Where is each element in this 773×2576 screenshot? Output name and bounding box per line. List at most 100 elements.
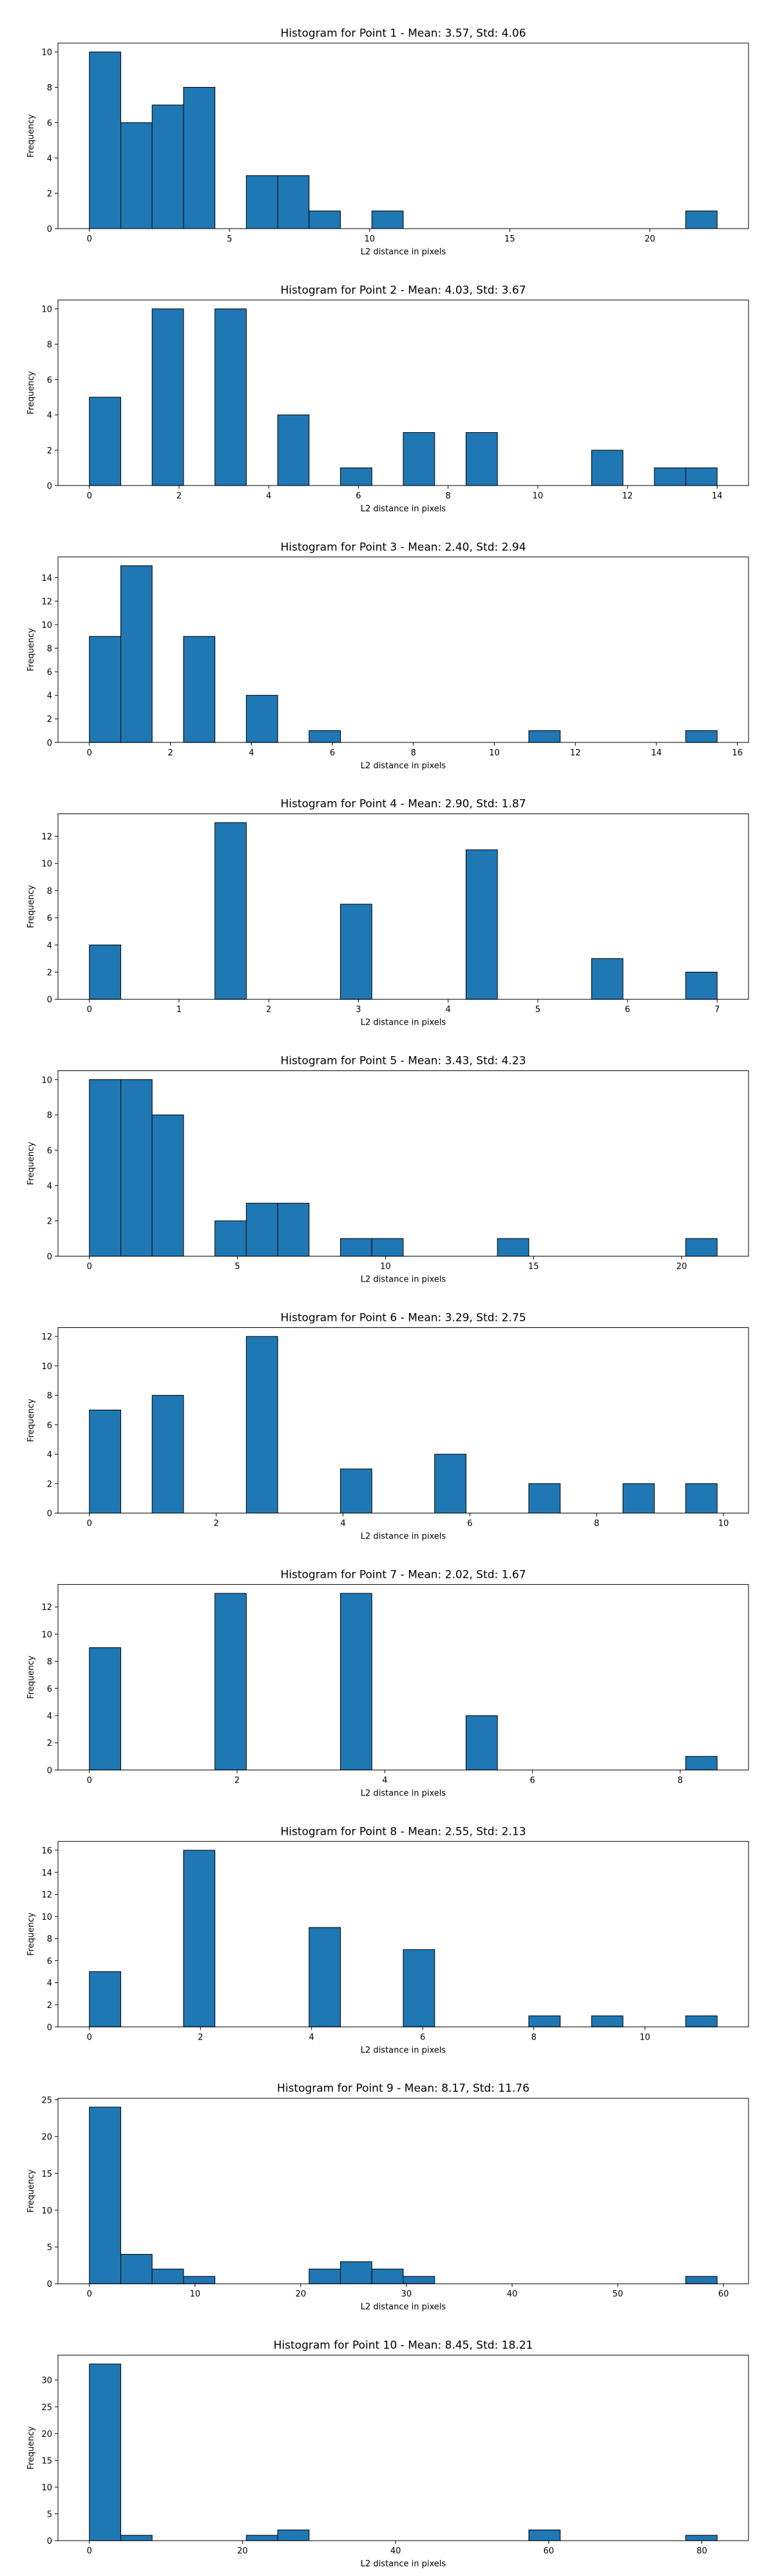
bar xyxy=(215,308,247,486)
y-tick-label: 10 xyxy=(41,1362,52,1372)
y-tick-label: 6 xyxy=(47,1685,52,1694)
bar xyxy=(89,397,121,486)
bar xyxy=(685,972,718,1000)
y-tick-label: 12 xyxy=(41,1332,52,1342)
y-tick-label: 5 xyxy=(47,2243,52,2253)
y-tick-label: 14 xyxy=(41,1868,52,1878)
bar xyxy=(120,2535,153,2541)
axes-frame xyxy=(57,1327,749,1513)
axes-frame xyxy=(57,1070,749,1257)
y-tick-label: 4 xyxy=(47,1182,52,1191)
bar xyxy=(309,211,341,229)
y-tick-label: 8 xyxy=(47,1658,52,1667)
bar xyxy=(465,849,498,1000)
subplot: Histogram for Point 1 - Mean: 3.57, Std:… xyxy=(26,27,749,257)
bar xyxy=(403,1949,435,2027)
x-axis-label: L2 distance in pixels xyxy=(361,1275,446,1285)
y-tick-label: 2 xyxy=(47,1480,52,1490)
bar xyxy=(497,1238,530,1257)
y-axis-label: Frequency xyxy=(26,114,36,157)
x-tick-label: 6 xyxy=(330,748,335,758)
y-tick-label: 0 xyxy=(47,1766,52,1776)
bar xyxy=(151,2268,184,2284)
chart-title: Histogram for Point 4 - Mean: 2.90, Std:… xyxy=(280,798,526,811)
subplot: Histogram for Point 6 - Mean: 3.29, Std:… xyxy=(26,1312,749,1542)
bar xyxy=(528,2529,561,2541)
y-tick-label: 2 xyxy=(47,969,52,978)
bar xyxy=(245,695,278,743)
y-tick-label: 2 xyxy=(47,2001,52,2011)
x-tick-label: 2 xyxy=(266,1005,271,1015)
y-tick-label: 0 xyxy=(47,739,52,748)
bar xyxy=(309,730,341,743)
y-tick-label: 0 xyxy=(47,482,52,491)
y-axis-label: Frequency xyxy=(26,1912,36,1955)
x-axis-label: L2 distance in pixels xyxy=(361,1018,446,1028)
y-tick-label: 16 xyxy=(41,1846,52,1856)
y-tick-label: 6 xyxy=(47,118,52,128)
chart-title: Histogram for Point 6 - Mean: 3.29, Std:… xyxy=(280,1312,526,1325)
x-tick-label: 5 xyxy=(535,1005,540,1015)
chart-title: Histogram for Point 9 - Mean: 8.17, Std:… xyxy=(277,2082,530,2095)
x-tick-label: 0 xyxy=(87,2546,92,2556)
subplot: Histogram for Point 5 - Mean: 3.43, Std:… xyxy=(26,1055,749,1285)
subplot: Histogram for Point 8 - Mean: 2.55, Std:… xyxy=(26,1825,749,2055)
y-tick-label: 0 xyxy=(47,2023,52,2032)
bar xyxy=(215,1593,247,1770)
x-tick-label: 4 xyxy=(445,1005,450,1015)
x-tick-label: 4 xyxy=(340,1519,345,1529)
x-tick-label: 2 xyxy=(167,748,173,758)
subplot: Histogram for Point 10 - Mean: 8.45, Std… xyxy=(26,2339,749,2569)
bar xyxy=(151,104,184,229)
y-tick-label: 8 xyxy=(47,1392,52,1401)
bar xyxy=(89,2363,121,2541)
bar xyxy=(685,1483,718,1513)
x-tick-label: 20 xyxy=(237,2546,248,2556)
x-tick-label: 4 xyxy=(382,1776,387,1785)
bar xyxy=(591,2015,624,2027)
bar xyxy=(151,308,184,486)
bar xyxy=(685,467,718,486)
x-tick-label: 30 xyxy=(401,2289,412,2299)
y-axis-label: Frequency xyxy=(26,371,36,414)
x-tick-label: 3 xyxy=(356,1005,361,1015)
y-tick-label: 4 xyxy=(47,941,52,951)
bar xyxy=(403,432,435,486)
y-tick-label: 8 xyxy=(47,1111,52,1121)
axes-frame xyxy=(57,813,749,1000)
y-tick-label: 6 xyxy=(47,668,52,677)
y-tick-label: 4 xyxy=(47,1979,52,1989)
y-tick-label: 12 xyxy=(41,1891,52,1900)
x-tick-label: 0 xyxy=(87,2032,92,2042)
x-tick-label: 0 xyxy=(87,234,92,244)
bar xyxy=(183,1850,216,2027)
y-tick-label: 6 xyxy=(47,1421,52,1430)
y-axis-label: Frequency xyxy=(26,2426,36,2469)
bar xyxy=(685,211,718,229)
x-axis-label: L2 distance in pixels xyxy=(361,761,446,771)
x-tick-label: 40 xyxy=(390,2546,401,2556)
y-axis-label: Frequency xyxy=(26,1399,36,1442)
y-tick-label: 4 xyxy=(47,1712,52,1721)
x-tick-label: 6 xyxy=(625,1005,630,1015)
y-tick-label: 5 xyxy=(47,2510,52,2520)
axes-frame xyxy=(57,556,749,743)
x-tick-label: 80 xyxy=(696,2546,707,2556)
bar xyxy=(89,1647,121,1770)
y-tick-label: 12 xyxy=(41,597,52,607)
x-tick-label: 12 xyxy=(622,491,633,501)
y-tick-label: 10 xyxy=(41,1075,52,1085)
x-tick-label: 8 xyxy=(445,491,450,501)
bar xyxy=(371,2268,404,2284)
bar xyxy=(340,2261,372,2284)
y-tick-label: 2 xyxy=(47,715,52,724)
y-tick-label: 4 xyxy=(47,692,52,701)
x-tick-label: 5 xyxy=(234,1262,240,1272)
axes-frame xyxy=(57,299,749,486)
y-tick-label: 8 xyxy=(47,645,52,654)
bar xyxy=(528,2015,561,2027)
subplot: Histogram for Point 7 - Mean: 2.02, Std:… xyxy=(26,1568,749,1798)
x-tick-label: 15 xyxy=(528,1262,539,1272)
y-tick-label: 2 xyxy=(47,1739,52,1748)
y-tick-label: 6 xyxy=(47,1146,52,1156)
